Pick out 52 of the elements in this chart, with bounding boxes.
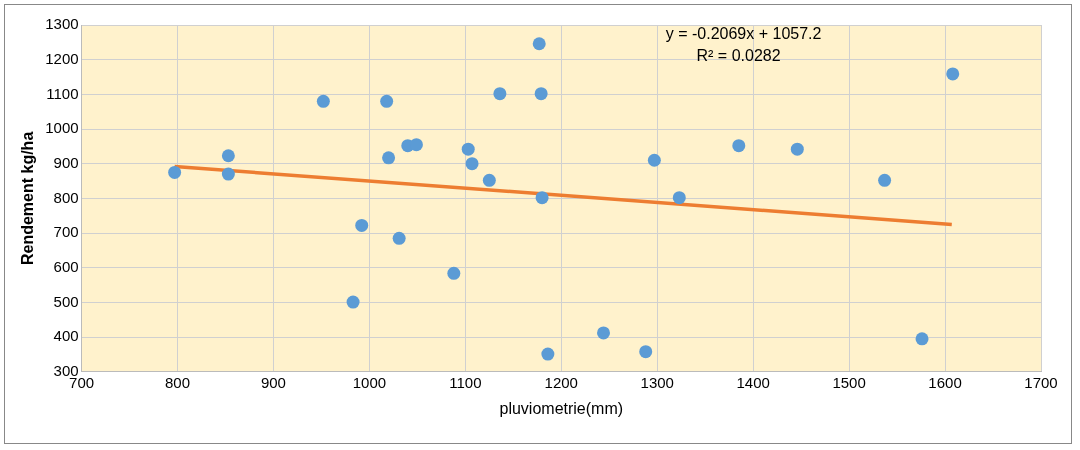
point — [316, 94, 330, 108]
y-tick-label: 1300 — [45, 15, 79, 33]
point — [534, 87, 548, 101]
x-tick-label: 900 — [260, 373, 286, 391]
y-tick-label: 900 — [53, 153, 79, 171]
x-axis-title: pluviometrie(mm) — [499, 399, 624, 417]
y-tick-label: 1100 — [46, 84, 79, 102]
point — [409, 138, 423, 152]
y-tick-label: 1000 — [45, 119, 79, 137]
point — [465, 157, 479, 171]
y-tick-label: 1200 — [45, 49, 79, 67]
point — [672, 191, 686, 205]
point — [392, 231, 406, 245]
point — [541, 347, 555, 361]
y-tick-label: 400 — [53, 327, 79, 345]
x-tick-label: 1000 — [352, 373, 387, 391]
x-tick-label: 1500 — [832, 373, 866, 391]
x-tick-label: 1100 — [449, 373, 482, 391]
point — [346, 295, 360, 309]
point — [447, 266, 461, 280]
y-tick-label: 500 — [53, 292, 79, 310]
point — [493, 87, 507, 101]
y-axis-title: Rendement kg/ha — [19, 131, 37, 266]
y-tick-label: 600 — [53, 257, 79, 275]
x-tick-label: 1200 — [544, 373, 578, 391]
point — [878, 173, 892, 187]
point — [647, 153, 661, 167]
point — [732, 139, 746, 153]
annotation: y = -0.2069x + 1057.2 — [665, 25, 822, 43]
point — [221, 149, 235, 163]
point — [382, 151, 396, 165]
point — [915, 332, 929, 346]
x-tick-label: 1700 — [1024, 373, 1058, 391]
x-tick-label: 1300 — [640, 373, 674, 391]
point — [355, 218, 369, 232]
point — [790, 142, 804, 156]
y-tick-label: 800 — [53, 188, 79, 206]
x-tick-label: 1600 — [928, 373, 962, 391]
point — [946, 67, 960, 81]
point — [461, 142, 475, 156]
point — [482, 173, 496, 187]
point — [168, 165, 182, 179]
annotation: R² = 0.0282 — [696, 47, 781, 65]
x-tick-label: 1400 — [736, 373, 770, 391]
point — [380, 94, 394, 108]
point — [597, 326, 610, 340]
x-tick-label: 800 — [165, 373, 191, 391]
point — [535, 191, 549, 205]
point — [639, 345, 653, 359]
point — [221, 167, 235, 181]
y-tick-label: 700 — [53, 223, 79, 241]
point — [532, 37, 546, 51]
